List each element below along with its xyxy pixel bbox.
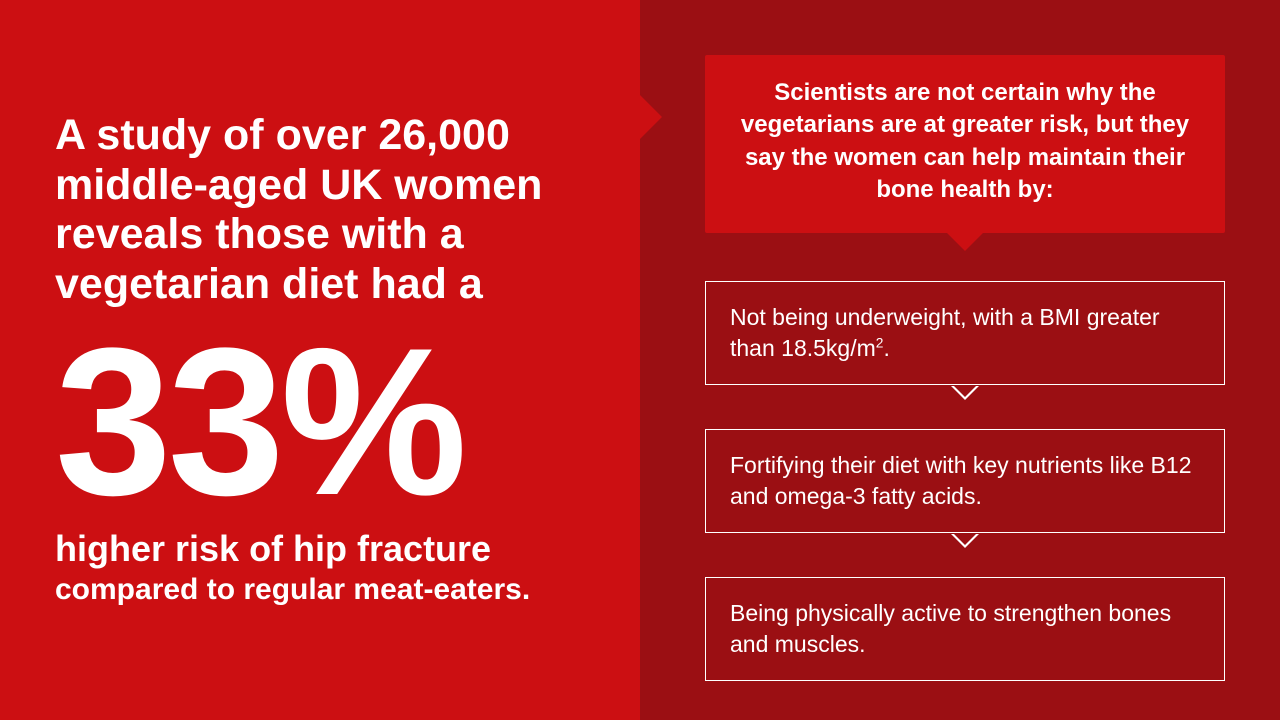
chevron-down-fill [953, 533, 977, 545]
tip-text: Fortifying their diet with key nutrients… [730, 452, 1191, 509]
outro-line-2: compared to regular meat-eaters. [55, 571, 590, 609]
left-outro-text: higher risk of hip fracture compared to … [55, 526, 590, 609]
left-panel: A study of over 26,000 middle-aged UK wo… [0, 0, 640, 720]
callout-box: Scientists are not certain why the veget… [705, 55, 1225, 233]
tip-text: Not being underweight, with a BMI greate… [730, 304, 1160, 361]
arrow-notch-icon [640, 95, 662, 139]
tip-box-1: Not being underweight, with a BMI greate… [705, 281, 1225, 385]
headline-stat: 33% [55, 327, 590, 516]
tip-box-3: Being physically active to strengthen bo… [705, 577, 1225, 681]
callout-tail-icon [947, 233, 983, 251]
right-panel: Scientists are not certain why the veget… [640, 0, 1280, 720]
outro-line-1: higher risk of hip fracture [55, 526, 590, 571]
tip-box-2: Fortifying their diet with key nutrients… [705, 429, 1225, 533]
callout-text: Scientists are not certain why the veget… [735, 77, 1195, 207]
left-intro-text: A study of over 26,000 middle-aged UK wo… [55, 111, 590, 309]
tip-text: Being physically active to strengthen bo… [730, 600, 1171, 657]
chevron-down-fill [953, 385, 977, 397]
